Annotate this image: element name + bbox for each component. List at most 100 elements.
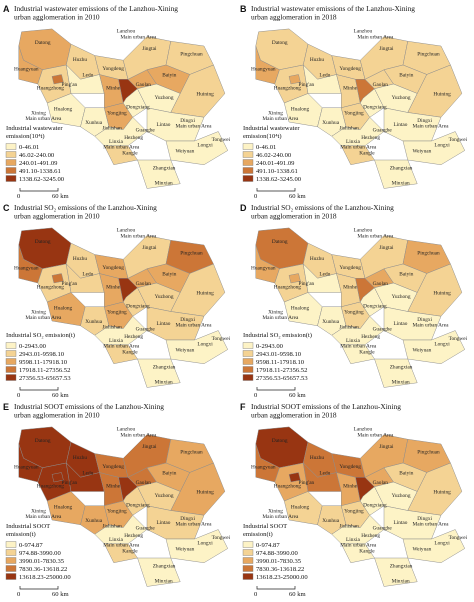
- region-label: Weiyuan: [413, 546, 432, 552]
- scale-bar: [19, 188, 59, 192]
- legend-swatch: [242, 565, 254, 572]
- region-label: Guanghe: [373, 327, 393, 333]
- region-label: Main urban Area: [357, 432, 394, 438]
- legend-swatch: [242, 151, 254, 158]
- legend-label: 9598.11-17918.10: [256, 359, 305, 366]
- legend-swatch: [242, 541, 254, 548]
- region-label: Jishishan: [102, 524, 122, 530]
- region-label: Yuzhong: [155, 294, 174, 300]
- legend-title: Industrial SOOT: [6, 523, 50, 530]
- legend-swatch: [5, 151, 17, 158]
- panel-letter: E: [3, 402, 9, 412]
- legend-title: emission(t): [243, 531, 273, 538]
- legend-label: 0-46.01: [19, 144, 39, 151]
- region-label: Linxia: [109, 338, 124, 344]
- region-label: Baiyin: [162, 470, 177, 476]
- legend-title: Industrial wastewater: [243, 125, 300, 132]
- region-label: Xunhua: [322, 120, 339, 126]
- region-label: Datong: [35, 239, 51, 245]
- region-label: Huangzhong: [274, 86, 301, 92]
- region-label: Hualong: [291, 306, 310, 312]
- region-label: Gaolan: [373, 281, 389, 287]
- region-label: Dingxi: [417, 118, 432, 124]
- region: [137, 557, 181, 587]
- region-label: Baiyin: [162, 271, 177, 277]
- legend-label: 46.02-240.00: [256, 152, 292, 159]
- region-label: Weiyuan: [176, 347, 195, 353]
- region-label: Jishishan: [102, 126, 122, 132]
- region-label: Yongdeng: [339, 464, 361, 470]
- region-label: Ping'an: [62, 82, 78, 88]
- region-label: Longxi: [434, 342, 450, 348]
- legend-swatch: [242, 342, 254, 349]
- legend-swatch: [5, 159, 17, 166]
- region-label: Yuzhong: [392, 95, 411, 101]
- legend-swatch: [5, 565, 17, 572]
- region-label: Hezheng: [361, 334, 380, 340]
- legend-title: emission(t): [6, 531, 36, 538]
- panel-letter: A: [3, 4, 10, 14]
- scale-label: 60 km: [52, 591, 70, 598]
- scale-label: 0: [17, 392, 21, 399]
- region-label: Huangzhong: [37, 484, 64, 490]
- region-label: Ping'an: [62, 281, 78, 287]
- region-label: Weiyuan: [176, 546, 195, 552]
- region-label: Huzhu: [310, 256, 325, 262]
- region: [374, 557, 418, 587]
- region-label: Yongjing: [344, 508, 364, 514]
- region-label: Ledu: [82, 470, 93, 476]
- region-label: Main urban Area: [25, 315, 62, 321]
- legend-swatch: [5, 366, 17, 373]
- region-label: Lintao: [157, 321, 171, 327]
- region-label: Huangyuan: [251, 67, 276, 73]
- legend-label: 27356.53-65657.53: [19, 375, 71, 382]
- region-label: Longxi: [197, 342, 213, 348]
- region: [51, 472, 64, 483]
- region: [51, 74, 64, 85]
- legend-swatch: [5, 342, 17, 349]
- region-label: Longxi: [197, 541, 213, 547]
- region-label: Ledu: [319, 271, 330, 277]
- scale-label: 60 km: [52, 392, 70, 399]
- region-label: Jingtai: [379, 46, 394, 52]
- region-label: Jishishan: [102, 325, 122, 331]
- region-label: Longxi: [434, 143, 450, 149]
- region-label: Dongxiang: [126, 105, 150, 111]
- region-label: Zhangxian: [153, 564, 176, 570]
- legend-label: 13618.23-25000.00: [256, 574, 308, 581]
- region-label: Datong: [272, 239, 288, 245]
- panel-letter: C: [3, 203, 10, 213]
- region-label: Ledu: [82, 72, 93, 78]
- region-label: Yongjing: [344, 110, 364, 116]
- region-label: Kangle: [359, 548, 375, 554]
- legend-swatch: [5, 541, 17, 548]
- region: [288, 74, 301, 85]
- panel-title: Industrial SO₂ emissions of the Lanzhou-…: [14, 203, 157, 212]
- legend-label: 9598.11-17918.10: [19, 359, 68, 366]
- region-label: Baiyin: [399, 72, 414, 78]
- legend-label: 2943.01-9598.10: [19, 351, 65, 358]
- legend-swatch: [242, 159, 254, 166]
- legend-swatch: [242, 549, 254, 556]
- region-label: Ledu: [319, 72, 330, 78]
- region-label: Hualong: [291, 505, 310, 511]
- legend-label: 974.88-3990.00: [256, 550, 298, 557]
- region-label: Main urban Area: [103, 543, 140, 549]
- panel-title: urban agglomeration in 2018: [251, 411, 337, 420]
- region-label: Jingtai: [379, 444, 394, 450]
- region-label: Baiyin: [162, 72, 177, 78]
- region-label: Kangle: [122, 349, 138, 355]
- region-label: Zhangxian: [390, 564, 413, 570]
- region-label: Tongwei: [449, 535, 468, 541]
- region: [288, 273, 301, 284]
- region-label: Main urban Area: [176, 522, 213, 528]
- region-label: Yongjing: [107, 309, 127, 315]
- region-label: Minhe: [343, 86, 358, 92]
- legend-swatch: [5, 358, 17, 365]
- region-label: Xining: [31, 110, 46, 116]
- region-label: Longxi: [434, 541, 450, 547]
